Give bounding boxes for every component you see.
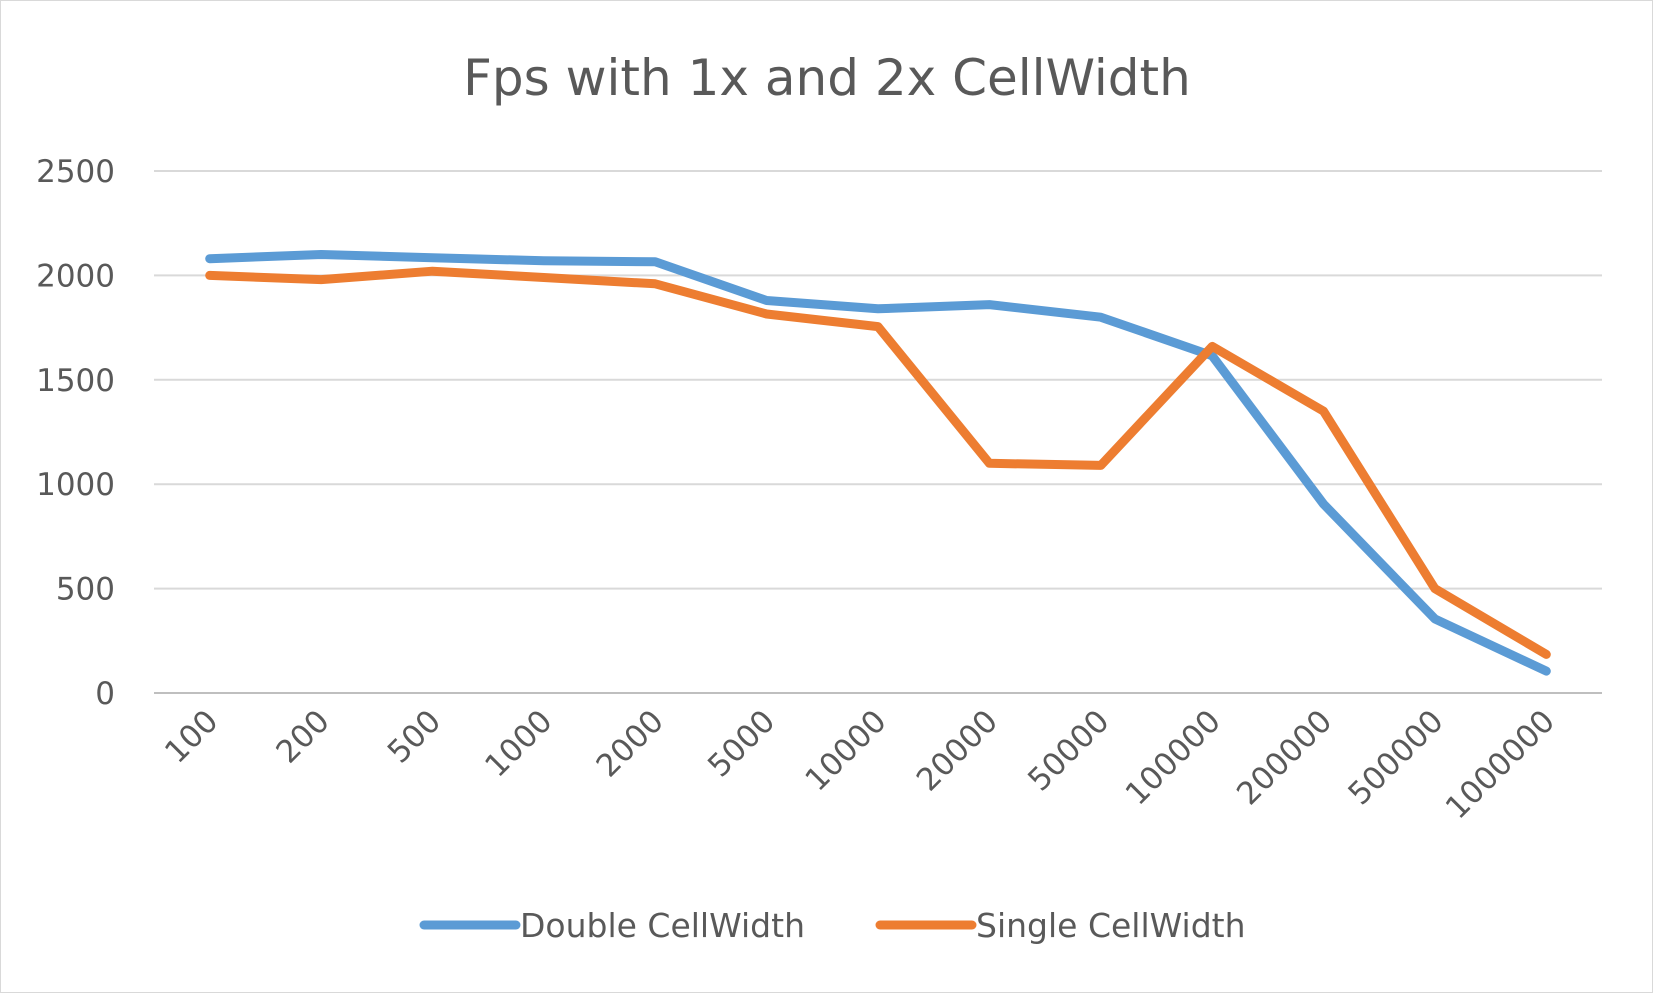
- series-line-double-cellwidth: [205, 250, 1551, 676]
- x-tick-label: 1000: [478, 703, 559, 784]
- x-axis-ticks: 100 200 500 1000 2000 5000 10000 20000 50000 1000…: [158, 703, 1562, 826]
- legend-label: Double CellWidth: [520, 906, 805, 945]
- series-line-single-cellwidth: [205, 266, 1551, 659]
- x-tick-label: 500000: [1341, 703, 1450, 812]
- y-axis-ticks: 0 500 1000 1500 2000 2500: [36, 154, 115, 712]
- x-tick-label: 2000: [590, 703, 671, 784]
- x-tick-label: 50000: [1021, 703, 1116, 798]
- x-tick-label: 200: [269, 703, 336, 770]
- y-tick-label: 0: [95, 676, 115, 712]
- x-tick-label: 500: [381, 703, 448, 770]
- series-lines: [205, 250, 1551, 676]
- y-tick-label: 2500: [36, 154, 115, 190]
- chart-title: Fps with 1x and 2x CellWidth: [463, 49, 1191, 107]
- x-tick-label: 10000: [798, 703, 893, 798]
- x-tick-label: 1000000: [1439, 703, 1562, 826]
- x-tick-label: 20000: [910, 703, 1005, 798]
- y-tick-label: 1500: [36, 363, 115, 399]
- x-tick-label: 200000: [1230, 703, 1339, 812]
- legend-label: Single CellWidth: [976, 906, 1246, 945]
- gridlines: [154, 170, 1602, 694]
- y-tick-label: 500: [56, 572, 115, 608]
- legend: Double CellWidth Single CellWidth: [419, 906, 1246, 945]
- y-tick-label: 2000: [36, 258, 115, 294]
- x-tick-label: 100: [158, 703, 225, 770]
- y-tick-label: 1000: [36, 467, 115, 503]
- x-tick-label: 100000: [1119, 703, 1228, 812]
- x-tick-label: 5000: [701, 703, 782, 784]
